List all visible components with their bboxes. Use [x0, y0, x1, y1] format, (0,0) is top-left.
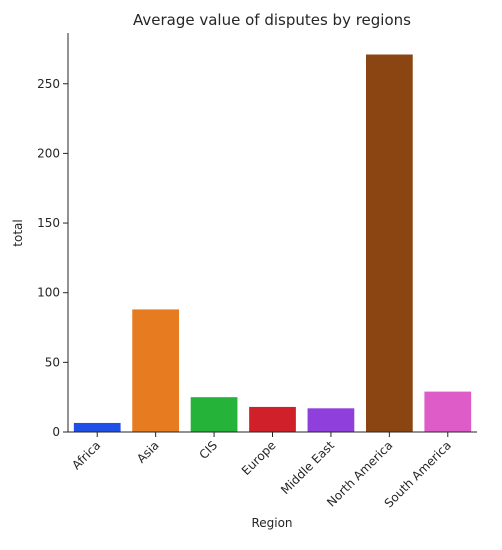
bar-europe	[249, 406, 296, 432]
y-axis: 0 50 100 150 200 250	[37, 33, 69, 439]
y-axis-label: total	[11, 219, 25, 246]
x-tick-label-europe: Europe	[239, 438, 279, 478]
x-axis-label: Region	[251, 516, 292, 530]
y-tick-label: 150	[37, 216, 60, 230]
x-tick-label-asia: Asia	[134, 438, 162, 466]
bar-middle-east	[307, 408, 355, 432]
bars-group	[73, 54, 472, 432]
x-tick-label-middle-east: Middle East	[278, 438, 337, 497]
y-tick-label: 200	[37, 146, 60, 160]
y-tick-label: 100	[37, 286, 60, 300]
bar-cis	[190, 397, 238, 432]
x-tick-label-africa: Africa	[69, 438, 103, 472]
chart-title: Average value of disputes by regions	[133, 11, 411, 29]
bar-south-america	[424, 391, 472, 432]
y-tick-label: 250	[37, 77, 60, 91]
bar-africa	[73, 422, 121, 432]
bar-north-america	[365, 54, 413, 432]
y-tick-label: 50	[45, 355, 60, 369]
x-tick-label-cis: CIS	[196, 438, 220, 462]
bar-asia	[132, 309, 180, 432]
y-tick-label: 0	[52, 425, 60, 439]
